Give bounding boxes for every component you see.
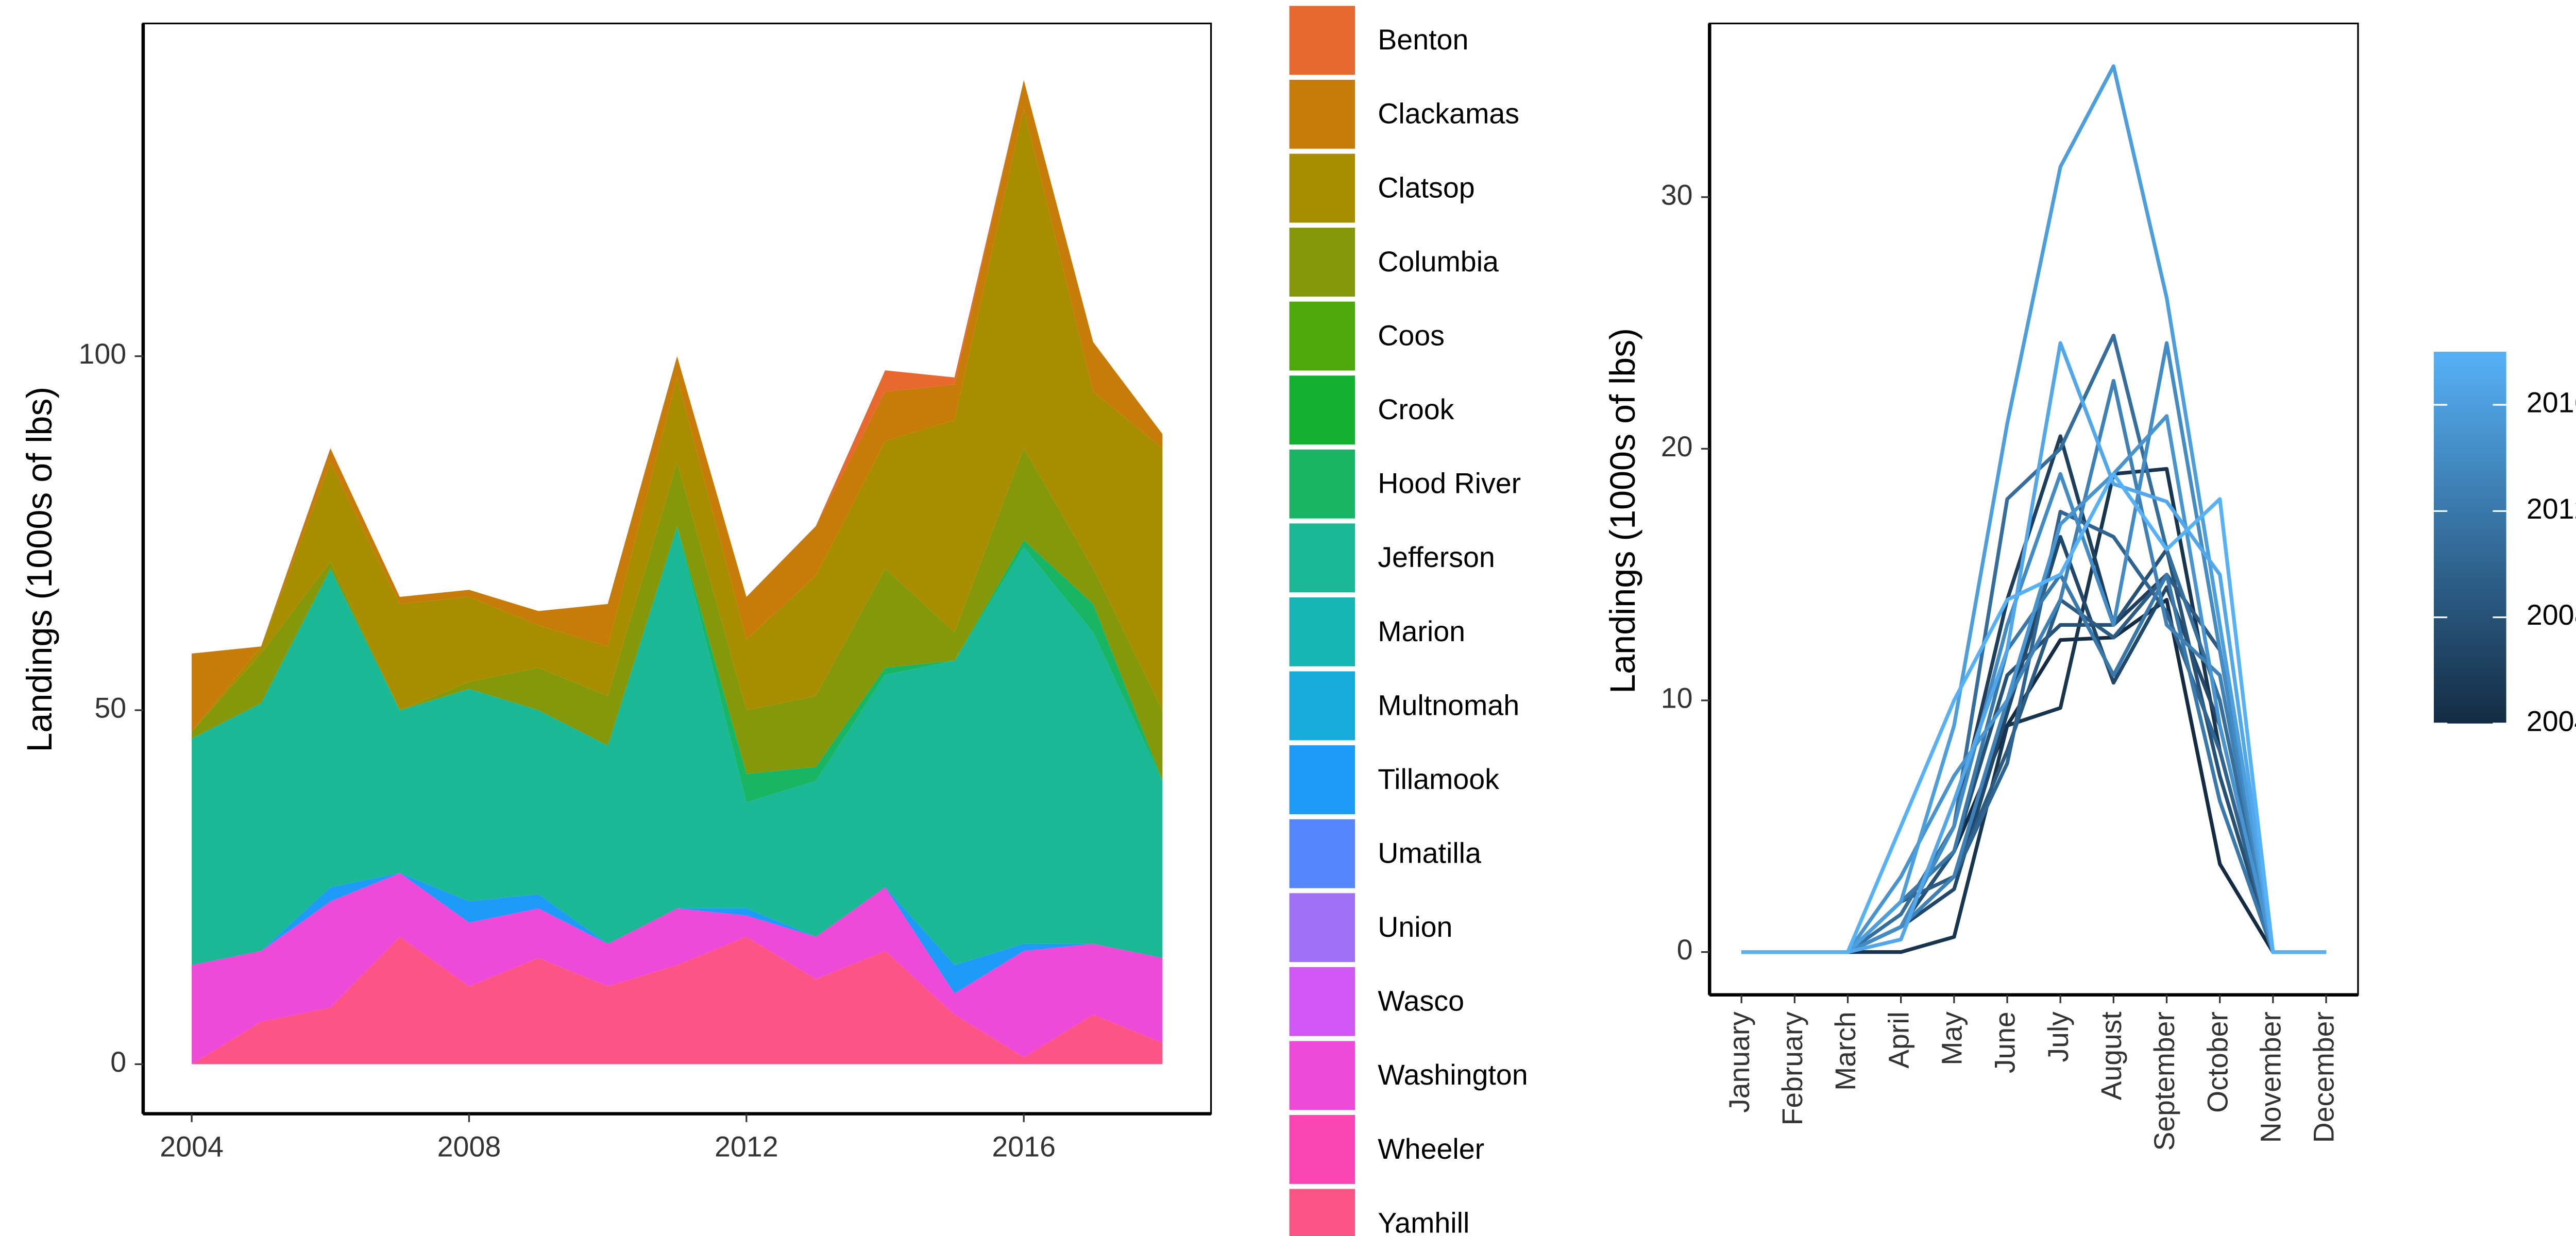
x-tick-label: October <box>2201 1011 2233 1113</box>
legend-label: Umatilla <box>1378 837 1481 869</box>
x-tick-label: January <box>1723 1011 1755 1113</box>
x-tick-label: September <box>2148 1011 2180 1151</box>
x-tick-label: March <box>1829 1011 1861 1091</box>
colorbar-label: 2012 <box>2527 493 2576 525</box>
legend-swatch <box>1287 300 1357 372</box>
y-tick-label: 0 <box>1677 934 1693 966</box>
y-axis-title: Landings (1000s of lbs) <box>1603 328 1642 694</box>
y-axis-title: Landings (1000s of lbs) <box>20 387 59 752</box>
colorbar-label: 2016 <box>2527 387 2576 419</box>
legend-label: Coos <box>1378 320 1445 352</box>
colorbar <box>2434 351 2506 724</box>
legend-swatch <box>1287 152 1357 225</box>
legend-swatch <box>1287 374 1357 447</box>
legend-label: Columbia <box>1378 246 1499 278</box>
colorbar-label: 2004 <box>2527 706 2576 737</box>
legend-label: Benton <box>1378 24 1468 56</box>
legend-swatch <box>1287 78 1357 151</box>
legend-label: Hood River <box>1378 468 1521 500</box>
legend-label: Washington <box>1378 1059 1528 1091</box>
x-tick-label: 2004 <box>160 1131 224 1163</box>
legend-label: Multnomah <box>1378 689 1519 721</box>
legend-swatch <box>1287 1113 1357 1186</box>
legend-label: Crook <box>1378 393 1454 425</box>
y-tick-label: 0 <box>110 1046 126 1078</box>
legend-label: Clatsop <box>1378 171 1475 203</box>
legend-swatch <box>1287 522 1357 594</box>
legend-label: Yamhill <box>1378 1207 1469 1236</box>
legend-label: Clackamas <box>1378 98 1519 130</box>
legend-label: Marion <box>1378 615 1465 647</box>
x-tick-label: November <box>2255 1011 2286 1143</box>
legend-swatch <box>1287 448 1357 520</box>
area <box>192 936 1163 1065</box>
y-tick-label: 100 <box>78 338 126 370</box>
x-tick-label: February <box>1776 1011 1808 1125</box>
line <box>1741 472 2327 954</box>
x-tick-label: July <box>2042 1011 2074 1062</box>
x-tick-label: December <box>2308 1011 2340 1143</box>
x-tick-label: 2008 <box>437 1131 501 1163</box>
legend-label: Jefferson <box>1378 541 1495 573</box>
legend-label: Tillamook <box>1378 763 1499 795</box>
x-tick-label: 2016 <box>992 1131 1056 1163</box>
legend-swatch <box>1287 595 1357 668</box>
x-tick-label: 2012 <box>715 1131 778 1163</box>
legend-swatch <box>1287 1039 1357 1112</box>
legend-swatch <box>1287 965 1357 1038</box>
colorbar-label: 2008 <box>2527 599 2576 631</box>
y-tick-label: 50 <box>94 692 126 724</box>
area <box>192 448 1163 781</box>
y-tick-label: 30 <box>1661 179 1693 211</box>
legend-label: Wasco <box>1378 985 1464 1017</box>
legend-swatch <box>1287 1187 1357 1236</box>
y-tick-label: 10 <box>1661 682 1693 714</box>
x-tick-label: May <box>1936 1011 1968 1066</box>
legend-label: Wheeler <box>1378 1133 1484 1165</box>
legend-swatch <box>1287 891 1357 964</box>
x-tick-label: August <box>2095 1011 2127 1100</box>
area <box>192 526 1163 965</box>
y-tick-label: 20 <box>1661 431 1693 462</box>
legend-swatch <box>1287 743 1357 816</box>
legend-swatch <box>1287 4 1357 77</box>
legend-swatch <box>1287 226 1357 299</box>
area <box>192 873 1163 1065</box>
x-tick-label: April <box>1883 1011 1914 1069</box>
x-tick-label: June <box>1989 1011 2021 1073</box>
legend-label: Union <box>1378 911 1452 943</box>
legend-swatch <box>1287 670 1357 742</box>
area <box>192 108 1163 732</box>
legend-swatch <box>1287 817 1357 890</box>
